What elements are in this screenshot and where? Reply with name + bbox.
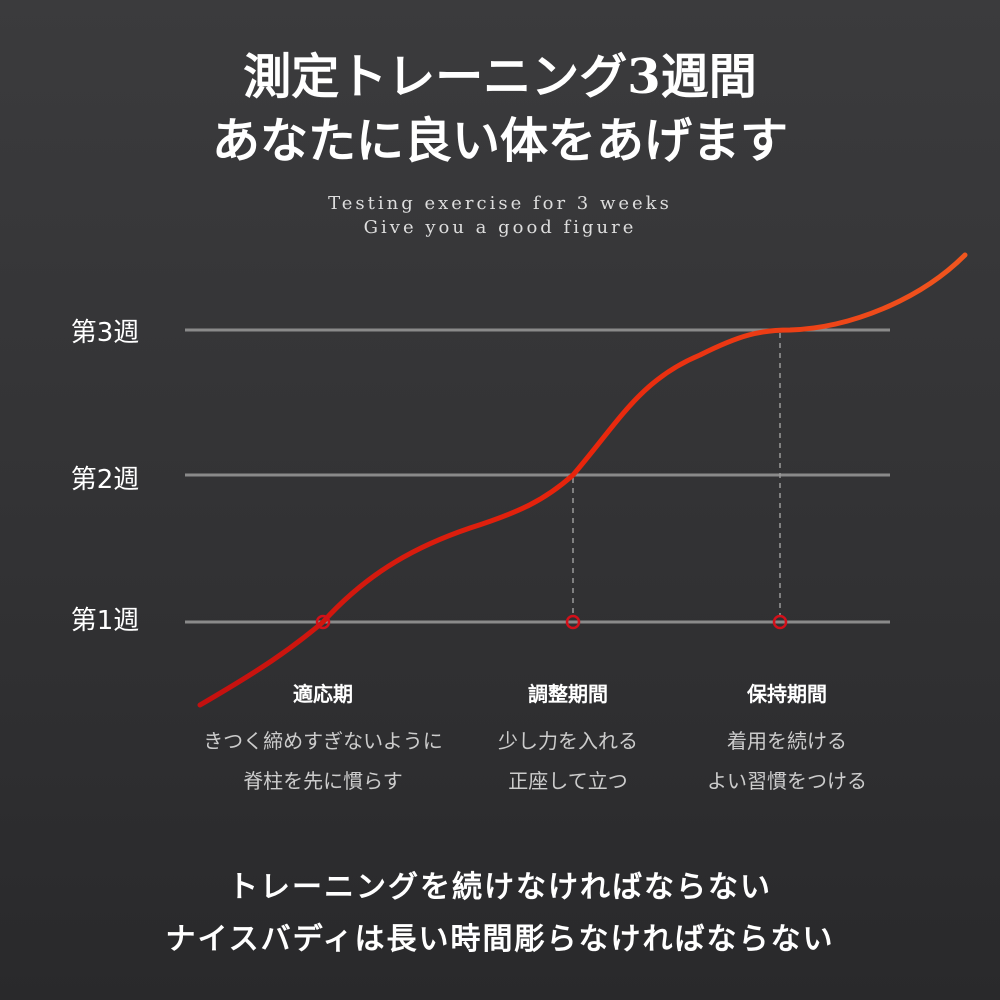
subtitle: Testing exercise for 3 weeks Give you a g… xyxy=(0,192,1000,240)
week-label: 第1週 xyxy=(70,606,140,636)
phase: 調整期間少し力を入れる 正座して立つ xyxy=(418,678,718,801)
phase-name: 適応期 xyxy=(293,682,353,706)
week-label: 第2週 xyxy=(70,465,140,495)
marker xyxy=(772,614,788,630)
phase: 適応期きつく締めすぎないように 脊柱を先に慣らす xyxy=(173,678,473,801)
subtitle-line: Give you a good figure xyxy=(363,217,637,238)
grid xyxy=(185,328,890,624)
week-label: 第3週 xyxy=(70,318,140,348)
phase-line: 少し力を入れる xyxy=(498,729,638,753)
phase-line: 着用を続ける xyxy=(727,729,847,753)
phase-line: 脊柱を先に慣らす xyxy=(243,769,403,793)
footer-line: ナイスバディは長い時間彫らなければならない xyxy=(165,922,835,957)
phase-name: 保持期間 xyxy=(747,682,827,706)
marker xyxy=(315,614,331,630)
marker xyxy=(565,614,581,630)
phase: 保持期間着用を続ける よい習慣をつける xyxy=(637,678,937,801)
phase-name: 調整期間 xyxy=(528,682,608,706)
phase-line: 正座して立つ xyxy=(508,769,628,793)
phase-line: よい習慣をつける xyxy=(707,769,867,793)
phase-line: きつく締めすぎないように xyxy=(203,729,443,753)
title: 測定トレーニング3週間 あなたに良い体をあげます xyxy=(0,45,1000,173)
guides xyxy=(572,333,781,615)
growth-curve xyxy=(197,252,968,708)
footer-line: トレーニングを続けなければならない xyxy=(228,870,772,905)
subtitle-line: Testing exercise for 3 weeks xyxy=(328,193,672,214)
title-line: あなたに良い体をあげます xyxy=(211,113,788,169)
title-line: 測定トレーニング3週間 xyxy=(243,49,757,105)
markers xyxy=(315,614,788,630)
footer: トレーニングを続けなければならないナイスバディは長い時間彫らなければならない xyxy=(0,862,1000,966)
